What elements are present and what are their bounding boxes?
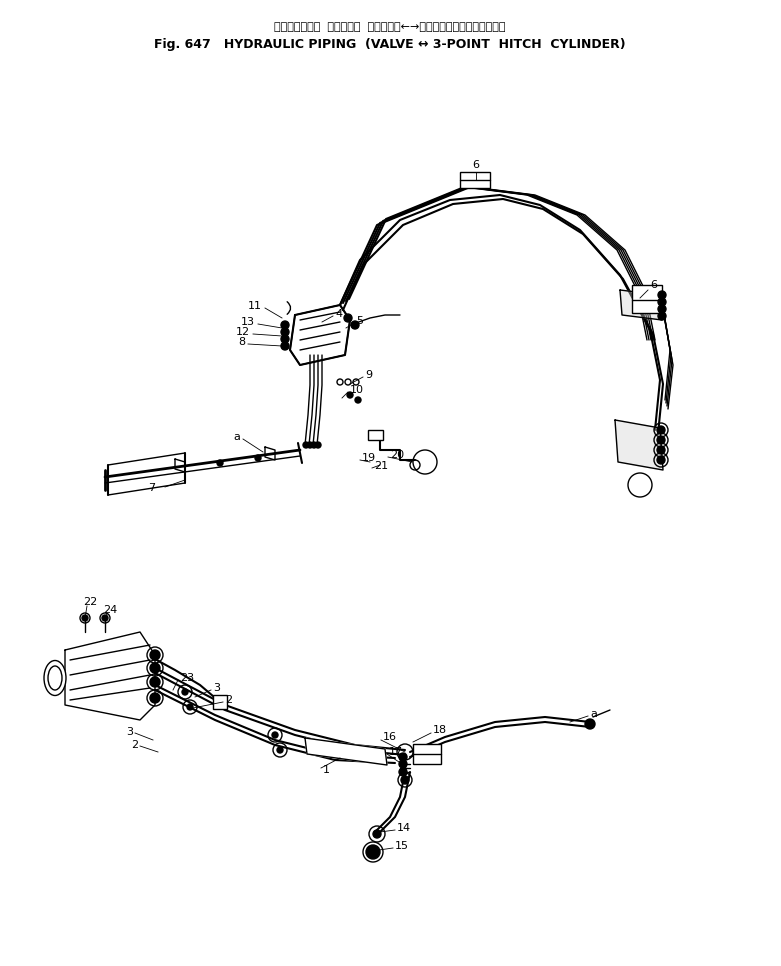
Circle shape: [102, 615, 108, 621]
Text: 22: 22: [83, 597, 98, 607]
Circle shape: [150, 650, 160, 660]
Polygon shape: [290, 305, 350, 365]
Circle shape: [315, 442, 321, 448]
Text: ハイドロリック  パイピング  バルブ　　←→　　３点　ヒッチ　シリンダ: ハイドロリック パイピング バルブ ←→ ３点 ヒッチ シリンダ: [274, 22, 506, 32]
Circle shape: [272, 732, 278, 738]
Circle shape: [401, 776, 409, 784]
Polygon shape: [620, 290, 662, 320]
Text: 2: 2: [131, 740, 138, 750]
Circle shape: [399, 760, 407, 768]
Circle shape: [311, 442, 317, 448]
Circle shape: [217, 460, 223, 466]
Text: 6: 6: [473, 160, 480, 170]
Circle shape: [658, 298, 666, 306]
Circle shape: [399, 768, 407, 776]
Circle shape: [277, 747, 283, 753]
Circle shape: [150, 693, 160, 703]
Circle shape: [150, 677, 160, 687]
Bar: [632, 285, 662, 313]
Text: 20: 20: [390, 450, 404, 460]
Polygon shape: [65, 632, 155, 720]
Text: 9: 9: [365, 370, 372, 380]
Text: 18: 18: [433, 725, 448, 735]
Circle shape: [281, 335, 289, 343]
Text: 16: 16: [383, 732, 397, 742]
Bar: [413, 744, 441, 764]
Circle shape: [657, 446, 665, 454]
Circle shape: [658, 312, 666, 320]
Ellipse shape: [44, 661, 66, 696]
Text: 17: 17: [389, 747, 403, 757]
Circle shape: [373, 830, 381, 838]
Circle shape: [150, 663, 160, 673]
Text: 14: 14: [397, 823, 411, 833]
Circle shape: [82, 615, 88, 621]
Circle shape: [657, 436, 665, 444]
Circle shape: [187, 704, 193, 710]
Text: 10: 10: [350, 385, 364, 395]
Bar: [368, 430, 383, 440]
Text: Fig. 647   HYDRAULIC PIPING  (VALVE ↔ 3-POINT  HITCH  CYLINDER): Fig. 647 HYDRAULIC PIPING (VALVE ↔ 3-POI…: [154, 38, 626, 51]
Circle shape: [281, 342, 289, 350]
Text: 3: 3: [213, 683, 220, 693]
Bar: [460, 172, 490, 188]
Text: a: a: [233, 432, 240, 442]
Circle shape: [347, 392, 353, 398]
Circle shape: [303, 442, 309, 448]
Text: a: a: [590, 709, 597, 719]
Text: 8: 8: [238, 337, 245, 347]
Circle shape: [281, 328, 289, 336]
Polygon shape: [615, 420, 663, 470]
Circle shape: [355, 397, 361, 403]
Text: 2: 2: [225, 695, 232, 705]
Circle shape: [182, 689, 188, 695]
Text: 19: 19: [362, 453, 376, 463]
Circle shape: [366, 845, 380, 859]
Text: 15: 15: [395, 841, 409, 851]
Bar: [213, 695, 227, 709]
Text: 6: 6: [650, 280, 657, 290]
Circle shape: [657, 426, 665, 434]
Circle shape: [344, 314, 352, 322]
Polygon shape: [305, 738, 387, 765]
Circle shape: [399, 753, 407, 761]
Text: 12: 12: [236, 327, 250, 337]
Text: 23: 23: [180, 673, 194, 683]
Circle shape: [658, 291, 666, 299]
Text: 5: 5: [356, 316, 363, 326]
Text: 3: 3: [126, 727, 133, 737]
Circle shape: [351, 321, 359, 329]
Circle shape: [657, 456, 665, 464]
Text: 7: 7: [148, 483, 155, 493]
Text: 13: 13: [241, 317, 255, 327]
Text: 21: 21: [374, 461, 388, 471]
Circle shape: [281, 321, 289, 329]
Circle shape: [307, 442, 313, 448]
Text: 1: 1: [323, 765, 330, 775]
Text: 4: 4: [335, 309, 342, 319]
Circle shape: [255, 455, 261, 461]
Text: 11: 11: [248, 301, 262, 311]
Circle shape: [585, 719, 595, 729]
Circle shape: [658, 305, 666, 313]
Text: 24: 24: [103, 605, 117, 615]
